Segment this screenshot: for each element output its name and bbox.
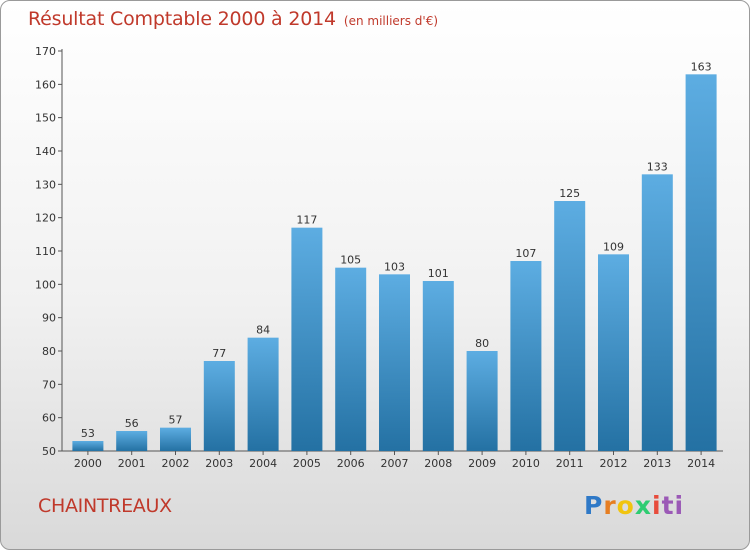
bar-value-label: 117 [296, 214, 317, 227]
y-tick-label: 150 [35, 112, 56, 125]
y-tick-label: 70 [42, 378, 56, 391]
logo-letter: o [616, 491, 635, 520]
logo-letter: ti [661, 491, 685, 520]
chart-title-unit: (en milliers d'€) [343, 14, 439, 28]
y-tick-label: 170 [35, 45, 56, 58]
bar [160, 427, 191, 451]
y-tick-label: 120 [35, 212, 56, 225]
logo-letter: i [652, 491, 662, 520]
x-tick-label: 2011 [556, 457, 584, 470]
y-tick-label: 90 [42, 312, 56, 325]
bar-value-label: 163 [691, 60, 712, 73]
commune-name: CHAINTREAUX [38, 495, 172, 517]
proxiti-logo: Proxiti [584, 491, 684, 520]
bar-value-label: 103 [384, 260, 405, 273]
bar [116, 431, 148, 451]
bar [291, 227, 323, 451]
logo-letter: P [584, 491, 604, 520]
bar-value-label: 101 [428, 267, 449, 280]
chart-title-main: Résultat Comptable 2000 à 2014 [28, 8, 336, 30]
x-tick-label: 2008 [424, 457, 452, 470]
x-tick-label: 2007 [381, 457, 409, 470]
bar [598, 254, 629, 451]
bar-value-label: 105 [340, 254, 361, 267]
y-tick-label: 110 [35, 245, 56, 258]
x-tick-label: 2000 [74, 457, 102, 470]
y-tick-label: 160 [35, 78, 56, 91]
y-tick-label: 140 [35, 145, 56, 158]
logo-letter: r [603, 491, 617, 520]
y-tick-label: 60 [42, 412, 56, 425]
bar-value-label: 57 [169, 414, 183, 427]
x-tick-label: 2014 [687, 457, 715, 470]
x-tick-label: 2009 [468, 457, 496, 470]
x-tick-label: 2012 [600, 457, 628, 470]
x-tick-label: 2004 [249, 457, 277, 470]
x-tick-label: 2013 [643, 457, 671, 470]
chart-bars: 53 56 57 77 84 117 105 103 101 80 107 125 109 133 163 [72, 60, 717, 452]
bar-value-label: 109 [603, 240, 624, 253]
x-tick-label: 2003 [205, 457, 233, 470]
bar-value-label: 133 [647, 160, 668, 173]
x-tick-label: 2010 [512, 457, 540, 470]
bar [510, 261, 542, 451]
bar [203, 361, 235, 451]
y-tick-label: 130 [35, 178, 56, 191]
bar-value-label: 77 [212, 347, 226, 360]
bar [685, 74, 717, 451]
bar [247, 337, 279, 451]
bar-value-label: 125 [559, 187, 580, 200]
y-tick-label: 100 [35, 278, 56, 291]
bar [379, 274, 410, 451]
chart-title: Résultat Comptable 2000 à 2014 (en millie… [28, 8, 438, 30]
bar [335, 267, 367, 451]
bar-value-label: 56 [125, 417, 139, 430]
x-tick-label: 2002 [162, 457, 190, 470]
bar [422, 281, 454, 451]
logo-letter: x [634, 491, 652, 520]
bar-value-label: 107 [515, 247, 536, 260]
bar [554, 201, 586, 451]
y-tick-label: 80 [42, 345, 56, 358]
x-tick-label: 2001 [118, 457, 146, 470]
bar-value-label: 80 [475, 337, 489, 350]
x-tick-label: 2005 [293, 457, 321, 470]
x-tick-label: 2006 [337, 457, 365, 470]
bar [72, 441, 104, 451]
bar [641, 174, 673, 452]
bar-value-label: 84 [256, 324, 270, 337]
y-tick-label: 50 [42, 445, 56, 458]
bar [466, 351, 498, 451]
bar-value-label: 53 [81, 427, 95, 440]
